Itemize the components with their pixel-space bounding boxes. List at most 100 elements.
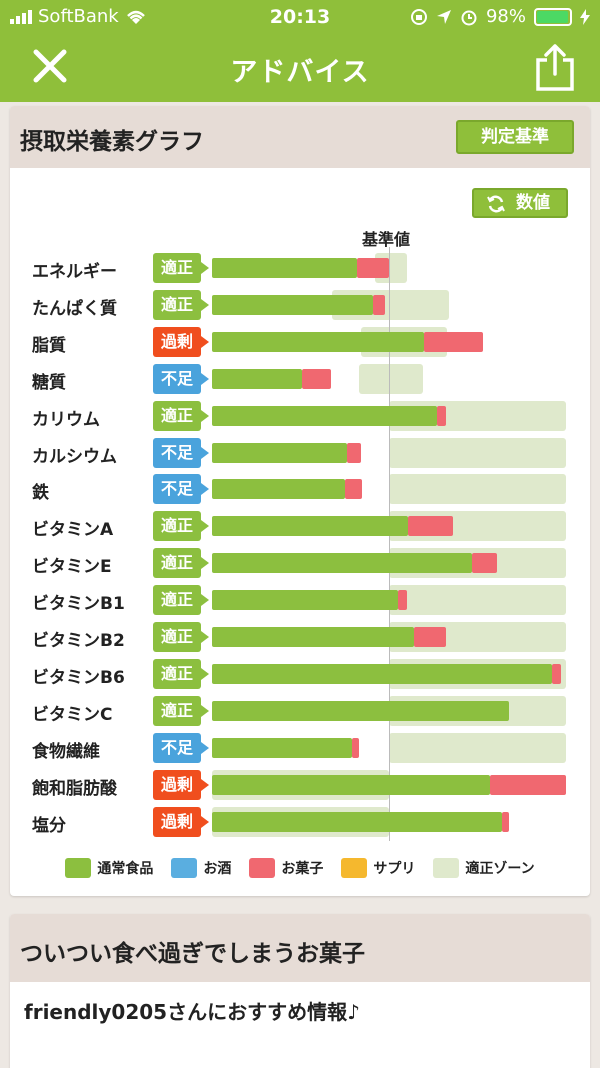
legend-swatch [171, 858, 198, 878]
share-icon[interactable] [534, 42, 576, 92]
regular-food-bar [212, 737, 352, 758]
legend-swatch [249, 858, 276, 878]
status-badge: 適正 [153, 695, 209, 726]
charging-icon [580, 8, 590, 25]
nutrition-graph-card: 摂取栄養素グラフ 判定基準 数値 基準値 エネルギー 適正 たんぱく質 適正 脂質 過剰糖… [10, 106, 590, 896]
refresh-icon [487, 195, 505, 213]
legend-swatch [65, 858, 92, 878]
nutrient-label: 食物繊維 [32, 741, 100, 762]
status-bar: SoftBank 20:13 98% [0, 0, 600, 34]
snack-bar [397, 590, 407, 611]
nutrient-label: 塩分 [32, 815, 66, 836]
top-bar: SoftBank 20:13 98% アドバイス [0, 0, 600, 102]
status-badge: 不足 [153, 363, 209, 394]
snack-bar [357, 258, 389, 278]
card-header: 摂取栄養素グラフ 判定基準 [10, 106, 590, 168]
nutrient-label: ビタミンE [32, 557, 112, 578]
nutrient-label: ビタミンB2 [32, 631, 125, 651]
reference-label: 基準値 [362, 230, 411, 249]
snack-bar [551, 663, 561, 684]
regular-food-bar [212, 368, 303, 389]
snack-bar [413, 627, 446, 647]
regular-food-bar [212, 774, 490, 795]
nutrient-label: 脂質 [32, 335, 66, 356]
regular-food-bar [212, 258, 358, 278]
regular-food-bar [212, 294, 374, 315]
nutrient-label: 糖質 [32, 372, 66, 393]
snack-card-header: ついつい食べ過ぎでしまうお菓子 [10, 914, 590, 982]
snack-bar [302, 368, 331, 389]
regular-food-bar [212, 663, 552, 684]
status-badge: 適正 [153, 289, 209, 320]
nutrient-label: たんぱく質 [32, 298, 117, 319]
legend-item: お酒 [171, 858, 231, 878]
reference-line [389, 247, 390, 842]
snack-bar [502, 811, 510, 832]
snack-bar [408, 516, 453, 537]
criteria-button[interactable]: 判定基準 [456, 120, 574, 154]
legend-swatch [433, 858, 460, 878]
regular-food-bar [212, 331, 425, 352]
page-title: アドバイス [230, 57, 370, 88]
legend-label: お酒 [203, 861, 232, 877]
nav-bar: アドバイス [0, 34, 600, 102]
regular-food-bar [212, 553, 473, 574]
snack-bar [489, 774, 566, 795]
nutrient-label: ビタミンB6 [32, 667, 125, 688]
zone-bar [389, 585, 566, 616]
signal-icon [10, 9, 32, 24]
battery-percent: 98% [485, 6, 526, 27]
zone-bar [358, 363, 423, 394]
regular-food-bar [212, 442, 347, 463]
battery-icon [534, 7, 572, 26]
status-badge: 適正 [153, 400, 209, 431]
card-title: 摂取栄養素グラフ [20, 129, 204, 155]
snack-bar [346, 442, 361, 463]
status-badge: 適正 [153, 511, 209, 542]
location-icon [436, 9, 451, 24]
status-badge: 過剰 [153, 769, 209, 800]
legend-swatch [341, 858, 368, 878]
regular-food-bar [212, 627, 414, 647]
nutrient-label: 飽和脂肪酸 [32, 778, 117, 799]
snack-bar [373, 294, 386, 315]
nutrient-label: ビタミンA [32, 520, 114, 541]
status-badge: 適正 [153, 585, 209, 616]
snack-bar [436, 405, 446, 426]
legend-label: 通常食品 [97, 861, 154, 877]
orientation-lock-icon [410, 8, 427, 25]
status-badge: 適正 [153, 253, 209, 283]
status-badge: 適正 [153, 548, 209, 579]
nutrient-label: エネルギー [32, 262, 117, 282]
zone-bar [389, 474, 566, 505]
nutrient-label: 鉄 [32, 483, 49, 504]
nutrient-label: カルシウム [32, 446, 117, 467]
snack-bar [351, 737, 359, 758]
status-badge: 過剰 [153, 806, 209, 837]
close-icon[interactable] [30, 46, 70, 86]
value-toggle-button[interactable]: 数値 [472, 188, 568, 218]
legend-label: サプリ [373, 861, 416, 877]
snack-card-title: ついつい食べ過ぎでしまうお菓子 [20, 941, 365, 967]
chart-legend: 通常食品 お酒 お菓子 サプリ 適正ゾーン [10, 858, 590, 878]
legend-item: お菓子 [249, 858, 323, 878]
nutrient-label: ビタミンB1 [32, 594, 125, 615]
snack-bar [424, 331, 483, 352]
legend-label: 適正ゾーン [465, 861, 535, 877]
nutrient-label: カリウム [32, 409, 100, 430]
carrier-name: SoftBank [38, 6, 119, 27]
zone-bar [389, 732, 566, 763]
snack-card: ついつい食べ過ぎでしまうお菓子 friendly0205さんにおすすめ情報♪ [10, 914, 590, 1068]
regular-food-bar [212, 479, 345, 500]
regular-food-bar [212, 405, 437, 426]
status-badge: 不足 [153, 437, 209, 468]
nutrient-label: ビタミンC [32, 704, 113, 725]
snack-bar [472, 553, 497, 574]
snack-bar [344, 479, 363, 500]
status-badge: 不足 [153, 732, 209, 763]
recommend-text: friendly0205さんにおすすめ情報♪ [24, 1000, 360, 1024]
regular-food-bar [212, 700, 510, 721]
status-badge: 過剰 [153, 326, 209, 357]
legend-item: サプリ [341, 858, 415, 878]
value-toggle-label: 数値 [516, 193, 550, 213]
